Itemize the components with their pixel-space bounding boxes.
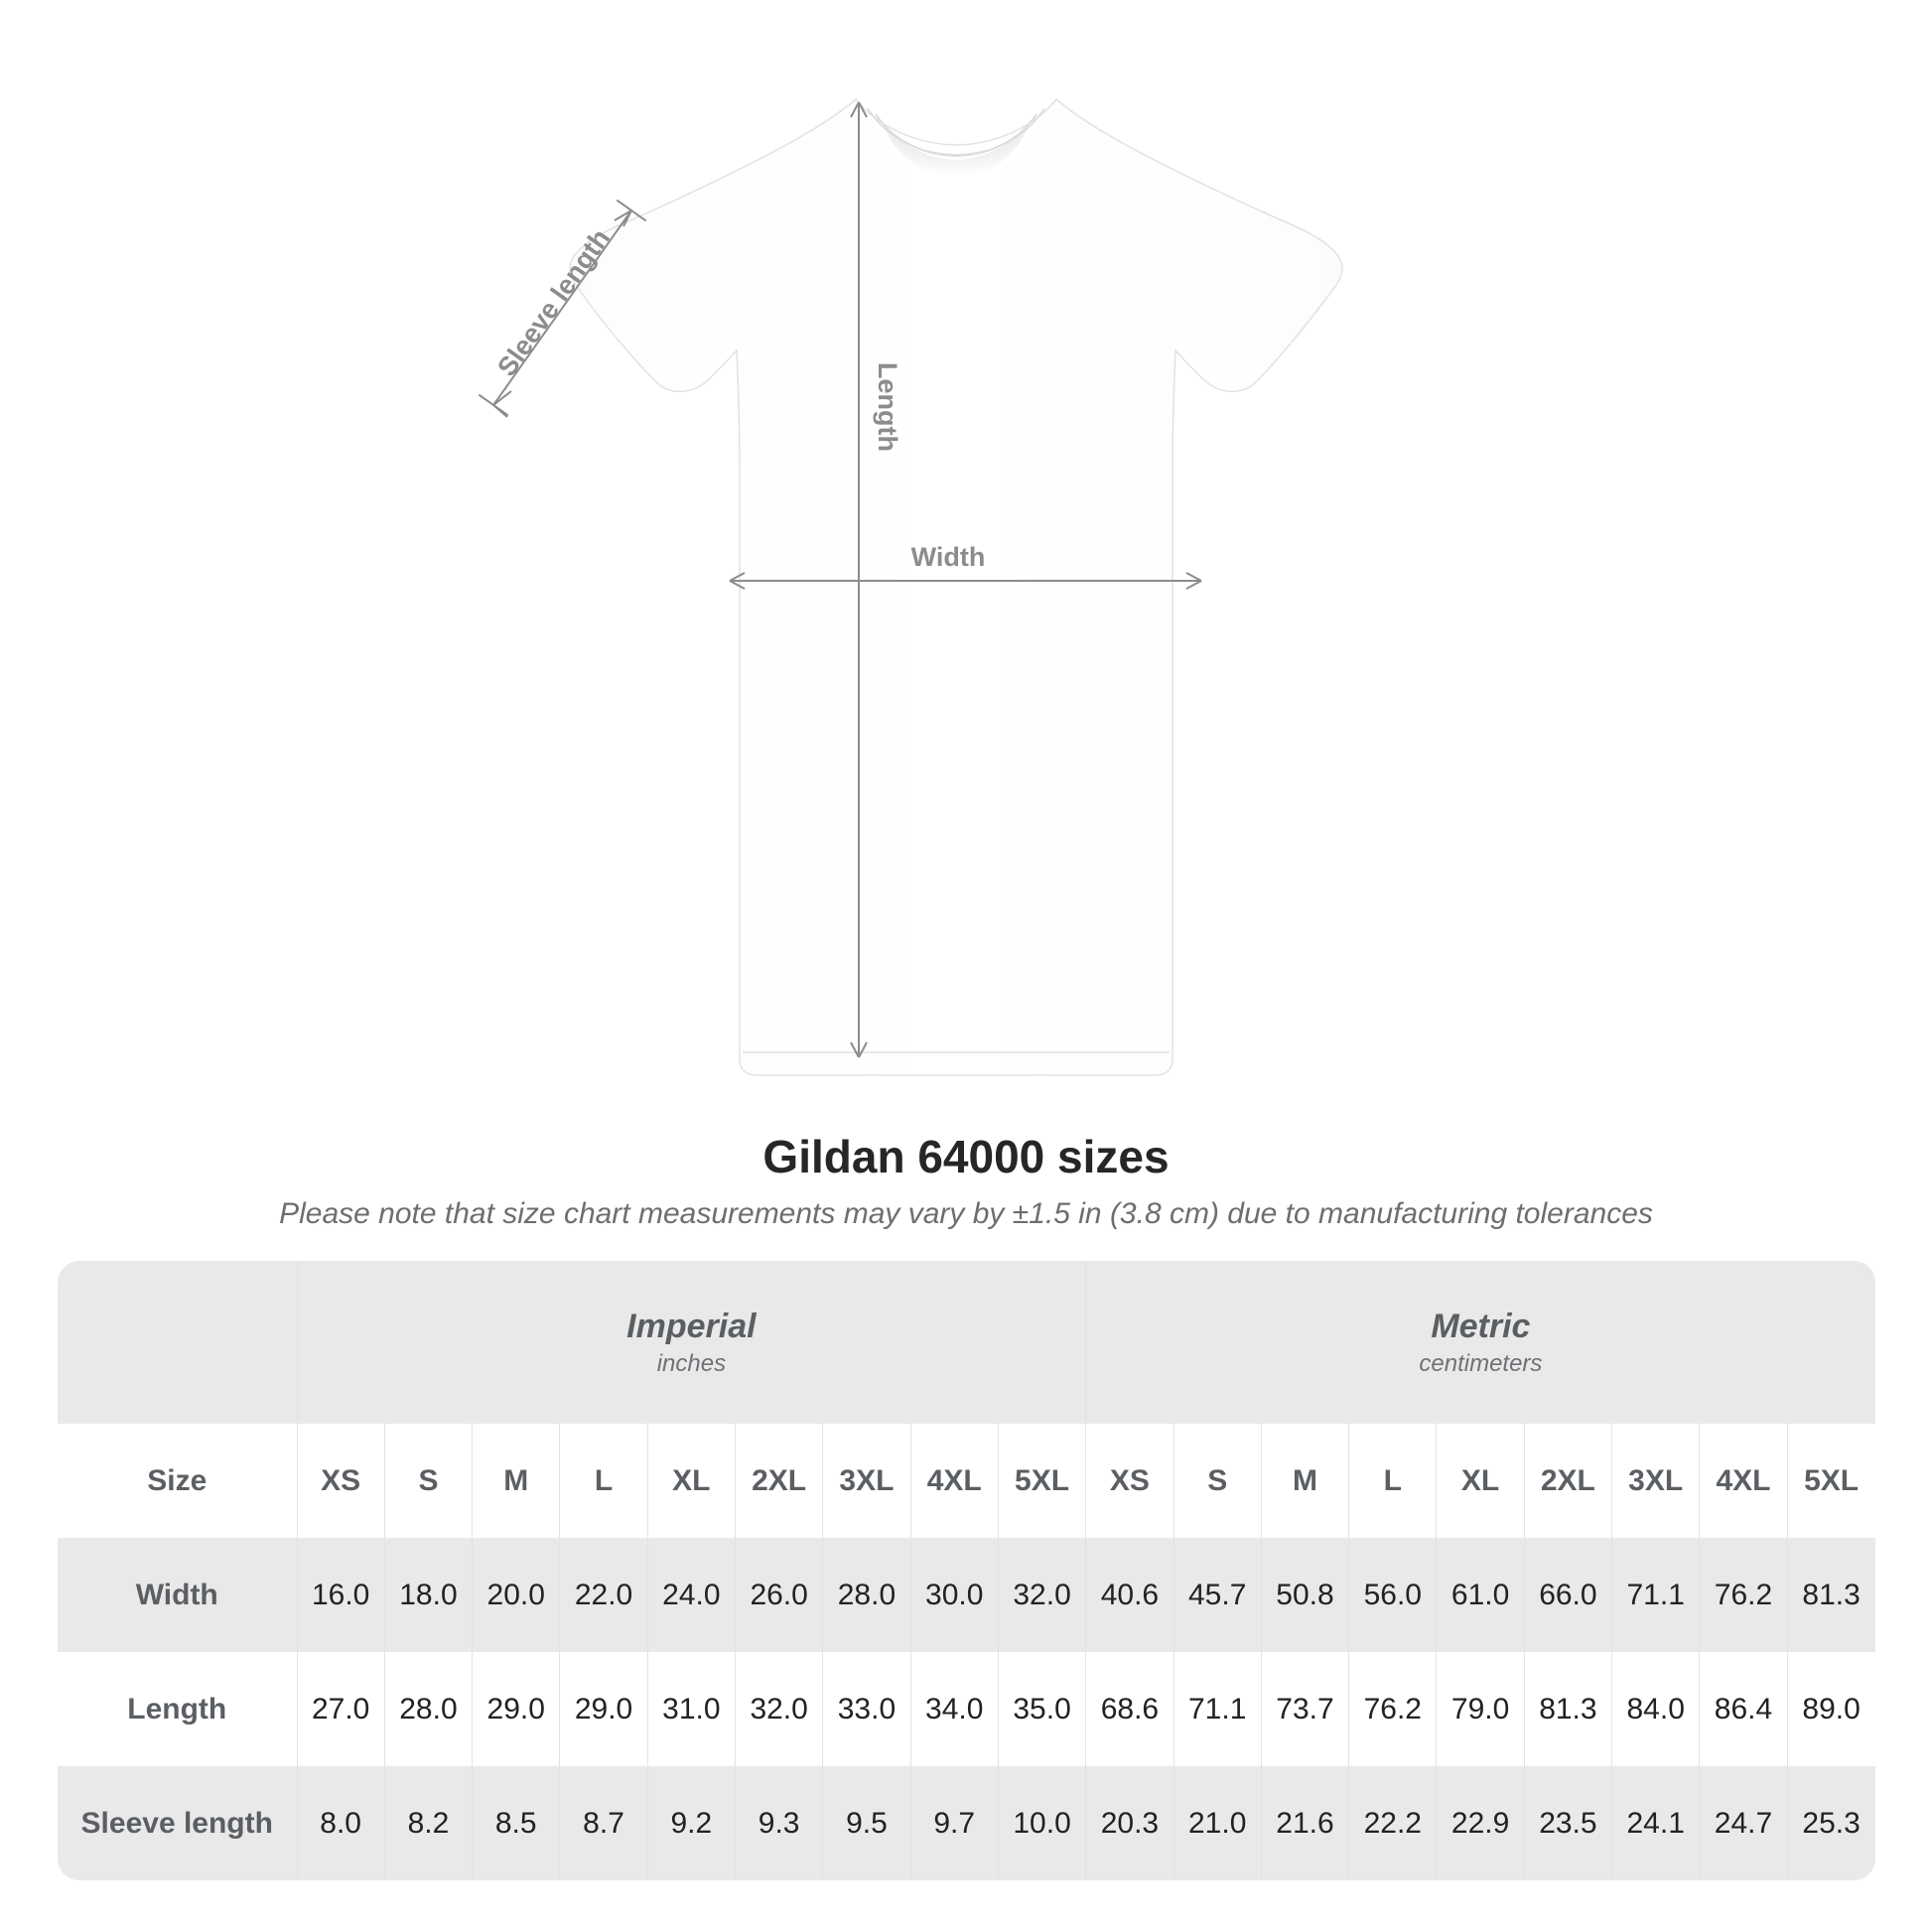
svg-text:Width: Width (911, 542, 986, 572)
svg-text:Length: Length (873, 362, 902, 452)
